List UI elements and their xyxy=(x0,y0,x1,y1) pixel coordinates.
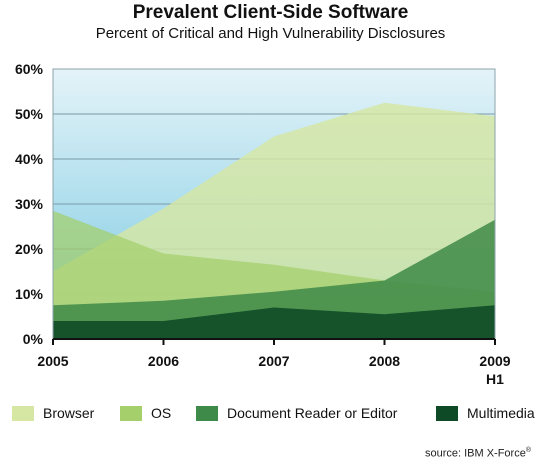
legend-swatch xyxy=(436,405,458,421)
series-layer xyxy=(53,102,495,339)
y-tick-label: 10% xyxy=(15,286,44,302)
y-tick-label: 60% xyxy=(15,61,44,77)
source-note: source: IBM X-Force® xyxy=(425,447,531,460)
y-tick-label: 40% xyxy=(15,151,44,167)
legend-swatch xyxy=(196,405,218,421)
x-tick-label: 2008 xyxy=(369,353,400,369)
axes: 0% 10% 20% 30% 40% 50% 60% 2005 2006 2007 2008 2009… xyxy=(15,61,511,387)
y-tick-label: 0% xyxy=(23,331,44,347)
chart-subtitle: Percent of Critical and High Vulnerabili… xyxy=(95,25,446,42)
registered-mark: ® xyxy=(525,447,531,454)
series-area-document-reader-or-editor xyxy=(53,219,495,339)
legend: Browser OS Document Reader or Editor Mul… xyxy=(0,403,541,425)
chart-title: Prevalent Client-Side Software xyxy=(132,2,409,23)
y-tick-label: 20% xyxy=(15,241,44,257)
source-text: source: IBM X-Force xyxy=(424,447,526,460)
area-chart: 0% 10% 20% 30% 40% 50% 60% 2005 2006 2007 2008 2009… xyxy=(15,61,511,387)
legend-label: OS xyxy=(151,405,172,421)
x-tick-label: 2007 xyxy=(258,353,289,369)
x-tick-sublabel: H1 xyxy=(486,371,504,387)
y-tick-label: 30% xyxy=(15,196,44,212)
y-tick-label: 50% xyxy=(15,106,44,122)
series-area-multimedia xyxy=(53,305,495,339)
legend-item-browser: Browser xyxy=(12,403,94,423)
legend-swatch xyxy=(120,405,142,421)
x-tick-label: 2009 xyxy=(479,353,510,369)
x-tick-label: 2005 xyxy=(37,353,68,369)
legend-label: Browser xyxy=(43,405,95,421)
legend-item-document-reader: Document Reader or Editor xyxy=(196,403,397,423)
legend-label: Multimedia xyxy=(467,405,535,421)
legend-swatch xyxy=(12,405,34,421)
legend-label: Document Reader or Editor xyxy=(227,405,398,421)
legend-item-os: OS xyxy=(120,403,171,423)
legend-item-multimedia: Multimedia xyxy=(436,403,535,423)
x-tick-label: 2006 xyxy=(148,353,179,369)
